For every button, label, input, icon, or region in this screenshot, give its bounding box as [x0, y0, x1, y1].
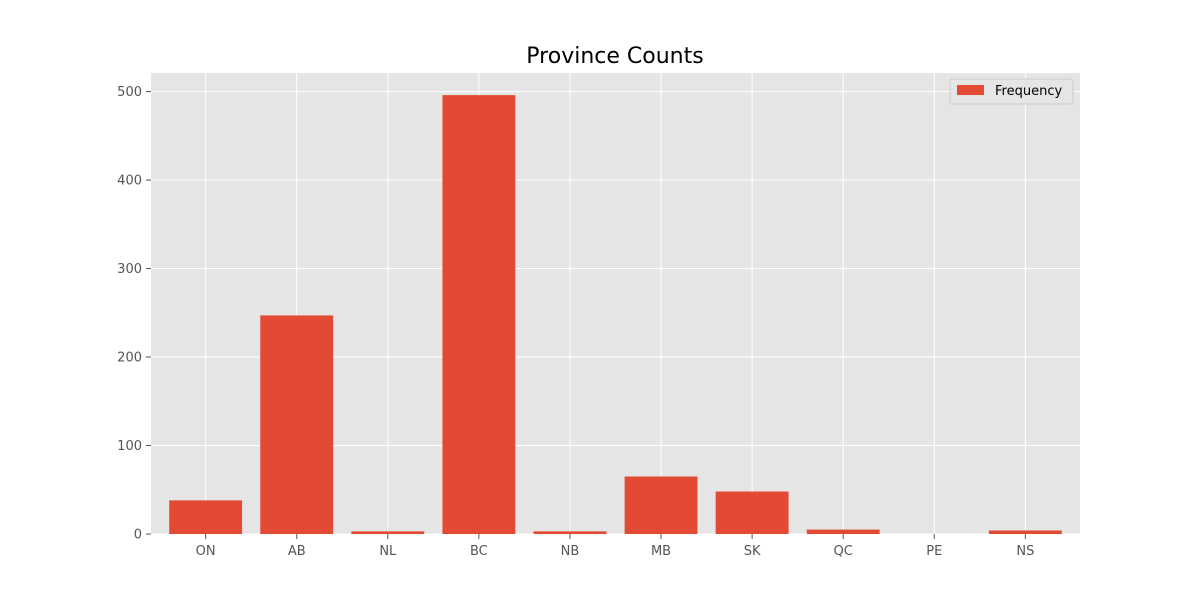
bar-bc	[442, 95, 516, 535]
y-tick-label: 100	[117, 439, 142, 454]
x-tick-label-pe: PE	[926, 544, 942, 559]
x-tick-label-sk: SK	[744, 544, 761, 559]
bar-on	[169, 500, 243, 534]
axis-ticks: 0 100 200 300 400 500 ON AB NL BC NB MB SK QC PE NS	[117, 85, 1034, 559]
bar-mb	[624, 476, 698, 534]
x-tick-label-on: ON	[196, 544, 216, 559]
legend-swatch-frequency	[957, 85, 984, 95]
y-tick-label: 200	[117, 351, 142, 366]
x-tick-label-bc: BC	[470, 544, 488, 559]
legend: Frequency	[949, 78, 1074, 105]
bar-nb	[533, 531, 607, 534]
chart-title: Province Counts	[526, 44, 703, 69]
x-tick-label-nl: NL	[379, 544, 397, 559]
y-tick-label: 400	[117, 174, 142, 189]
x-tick-label-mb: MB	[651, 544, 671, 559]
legend-label-frequency: Frequency	[995, 84, 1062, 99]
x-tick-label-ab: AB	[288, 544, 306, 559]
y-tick-label: 0	[134, 528, 142, 543]
x-tick-label-qc: QC	[834, 544, 853, 559]
y-tick-label: 500	[117, 85, 142, 100]
bar-ns	[988, 530, 1062, 534]
bar-ab	[260, 315, 334, 534]
x-tick-label-ns: NS	[1016, 544, 1034, 559]
x-tick-label-nb: NB	[561, 544, 580, 559]
bar-sk	[715, 491, 789, 534]
bars	[169, 95, 1062, 535]
bar-nl	[351, 531, 425, 534]
y-tick-label: 300	[117, 262, 142, 277]
bar-qc	[806, 529, 880, 534]
